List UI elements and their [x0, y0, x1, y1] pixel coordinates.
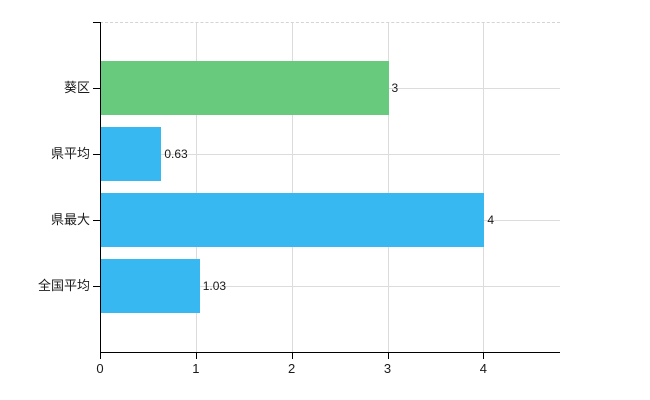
x-axis-tick-mark: [291, 353, 293, 359]
value-label: 3: [391, 81, 399, 95]
y-axis-line: [100, 22, 101, 359]
value-label: 1.03: [202, 279, 227, 293]
bar: [101, 61, 389, 115]
horizontal-gridline: [100, 286, 560, 287]
y-axis-tick-mark: [93, 154, 100, 155]
y-axis-label: 葵区: [63, 80, 90, 95]
y-axis-tick-mark: [93, 88, 100, 89]
plot-top-border: [100, 22, 560, 23]
vertical-gridline: [291, 22, 293, 352]
vertical-gridline: [387, 22, 389, 352]
y-axis-label: 県平均: [50, 146, 90, 161]
y-axis-tick-mark: [93, 220, 100, 221]
bar: [101, 193, 485, 247]
horizontal-gridline: [100, 154, 560, 155]
y-axis-tick-mark: [93, 286, 100, 287]
y-axis-label: 県最大: [50, 212, 90, 227]
x-axis-tick-label: 3: [383, 361, 392, 376]
x-axis-tick-label: 2: [288, 361, 296, 376]
vertical-gridline: [195, 22, 197, 352]
x-axis-tick-label: 1: [192, 361, 200, 376]
x-axis-tick-mark: [483, 353, 485, 359]
value-label: 0.63: [164, 147, 188, 161]
x-axis-tick-label: 0: [96, 361, 104, 376]
bar: [101, 259, 200, 313]
x-axis-tick-label: 4: [479, 361, 487, 376]
x-axis-tick-mark: [100, 353, 101, 359]
bar: [101, 127, 162, 181]
y-axis-tick-mark: [93, 22, 100, 23]
vertical-gridline: [483, 22, 485, 352]
x-axis-line: [100, 352, 560, 353]
value-label: 4: [487, 213, 495, 227]
y-axis-label: 全国平均: [37, 278, 90, 293]
x-axis-tick-mark: [387, 353, 389, 359]
x-axis-tick-mark: [195, 353, 197, 359]
